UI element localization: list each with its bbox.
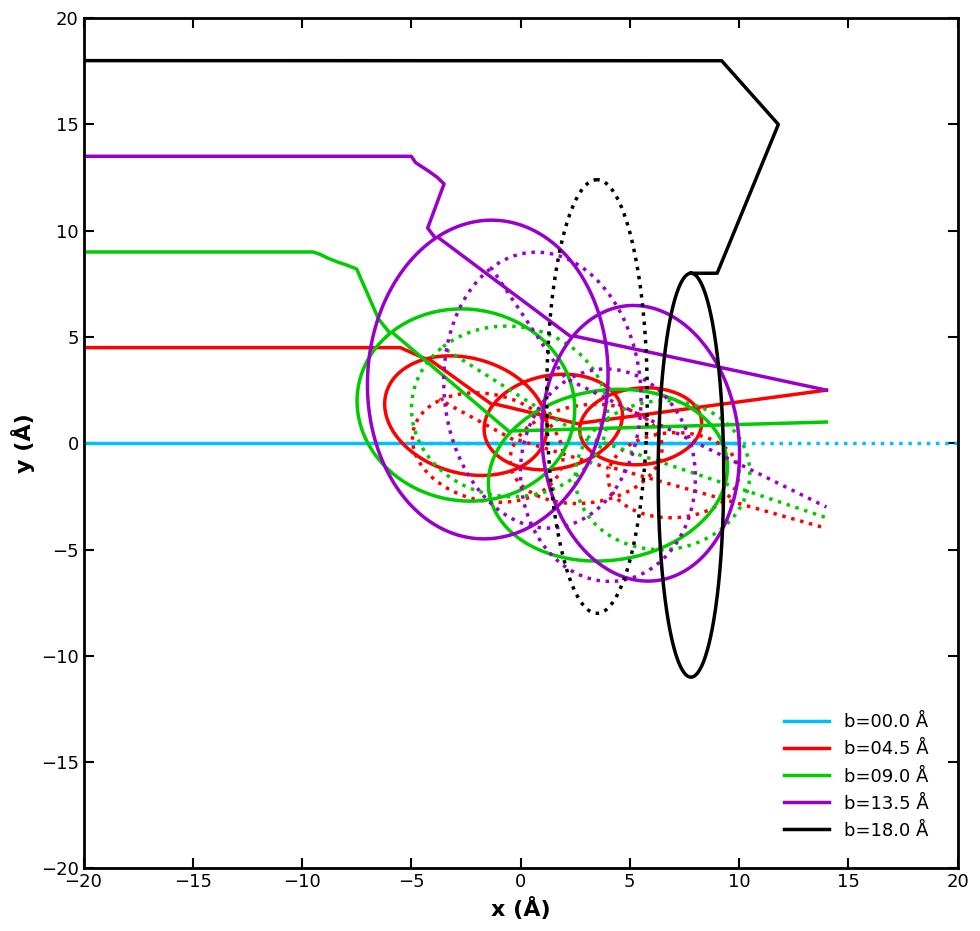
Legend: b=00.0 Å, b=04.5 Å, b=09.0 Å, b=13.5 Å, b=18.0 Å: b=00.0 Å, b=04.5 Å, b=09.0 Å, b=13.5 Å, … [777,707,936,847]
Y-axis label: y (Å): y (Å) [11,413,35,473]
X-axis label: x (Å): x (Å) [491,897,551,920]
